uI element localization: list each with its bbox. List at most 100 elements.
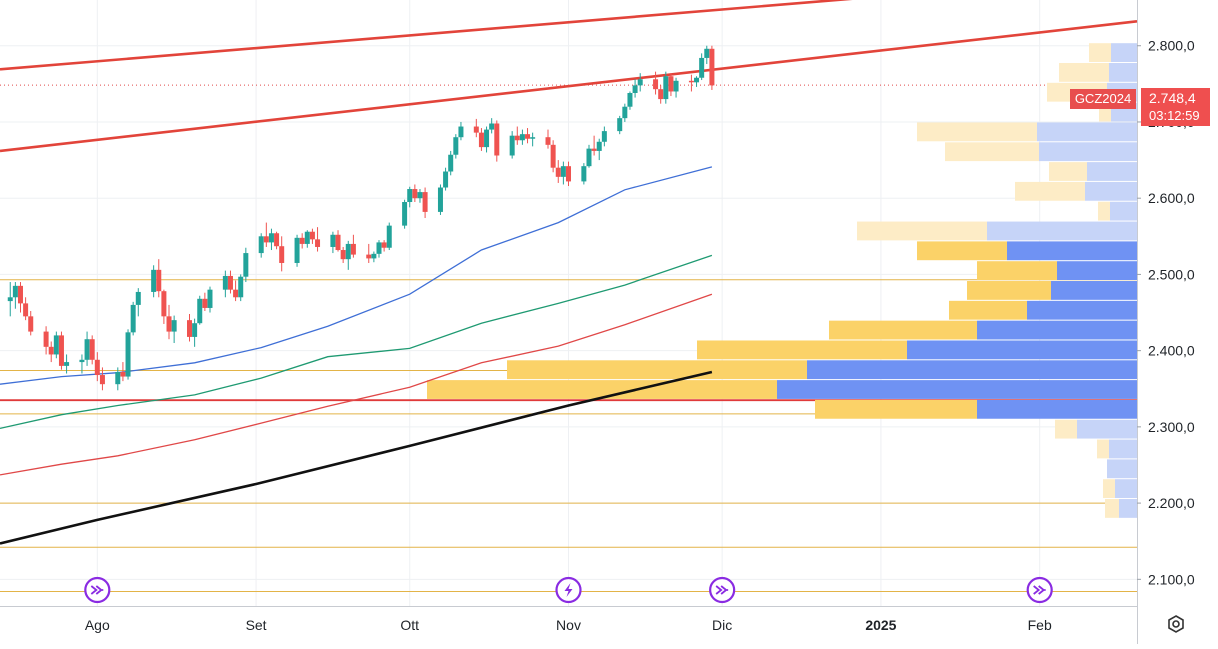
volume-profile-bar-up bbox=[1059, 63, 1109, 82]
volume-profile-bar-down bbox=[977, 399, 1137, 419]
candle-body bbox=[453, 137, 459, 155]
candle-body bbox=[64, 362, 70, 366]
candle-body bbox=[89, 339, 95, 360]
candle-body bbox=[412, 189, 418, 199]
candle-body bbox=[268, 233, 274, 243]
candle-body bbox=[407, 189, 413, 202]
candle-body bbox=[227, 275, 233, 290]
candle-body bbox=[43, 331, 49, 347]
event-markers[interactable] bbox=[84, 576, 1053, 604]
volume-profile-bar-up bbox=[949, 300, 1027, 320]
candle-body bbox=[335, 234, 341, 251]
volume-profile-bar-down bbox=[1077, 419, 1137, 439]
dividend-event-icon[interactable] bbox=[84, 576, 111, 604]
volume-profile-bar-up bbox=[1089, 43, 1111, 63]
arrow-glyph bbox=[90, 585, 104, 595]
settings-gear-icon[interactable] bbox=[1163, 613, 1189, 637]
candle-body bbox=[489, 123, 495, 130]
candle-body bbox=[591, 148, 597, 151]
candle-body bbox=[340, 250, 346, 260]
candle-body bbox=[627, 92, 633, 107]
candle-body bbox=[294, 237, 300, 263]
volume-profile-bar-up bbox=[829, 320, 977, 340]
volume-profile-bar-up bbox=[945, 142, 1039, 162]
candle-body bbox=[530, 137, 536, 139]
volume-profile-bar-down bbox=[1109, 63, 1137, 82]
bar-countdown-label: 03:12:59 bbox=[1149, 108, 1200, 123]
volume-profile-bar-up bbox=[1049, 162, 1087, 181]
candle-body bbox=[381, 242, 387, 248]
candle-body bbox=[555, 167, 561, 177]
y-tick-label: 2.500,0 bbox=[1148, 266, 1195, 282]
candle-body bbox=[233, 289, 239, 298]
candle-body bbox=[197, 298, 203, 324]
candle-body bbox=[243, 253, 249, 277]
candle-body bbox=[48, 346, 54, 355]
volume-profile-bar-down bbox=[1115, 479, 1137, 499]
candle-body bbox=[207, 289, 213, 308]
last-price-label: 2.748,4 bbox=[1149, 90, 1196, 106]
candle-body bbox=[473, 126, 479, 133]
trend-line[interactable] bbox=[0, 20, 1138, 153]
volume-profile-bar-up bbox=[1097, 439, 1109, 459]
candle-body bbox=[7, 297, 13, 302]
candle-body bbox=[601, 131, 607, 142]
candle-body bbox=[187, 320, 192, 337]
candle-body bbox=[386, 225, 392, 248]
candle-body bbox=[478, 132, 484, 148]
volume-profile-bar-up bbox=[427, 380, 777, 399]
candle-body bbox=[202, 298, 208, 308]
dividend-event-icon[interactable] bbox=[709, 576, 736, 604]
candlestick-series bbox=[7, 45, 715, 391]
volume-profile-bar-down bbox=[1039, 142, 1137, 162]
candle-body bbox=[345, 243, 351, 260]
y-tick-label: 2.300,0 bbox=[1148, 419, 1195, 435]
arrow-glyph bbox=[715, 585, 729, 595]
trend-lines[interactable] bbox=[0, 0, 1138, 153]
candle-body bbox=[258, 236, 264, 254]
volume-profile-bar-up bbox=[977, 261, 1057, 281]
candle-body bbox=[151, 269, 157, 292]
moving-averages bbox=[0, 166, 713, 545]
candle-body bbox=[494, 123, 500, 156]
volume-profile-bar-up bbox=[1055, 419, 1077, 439]
lightning-event-icon[interactable] bbox=[555, 576, 582, 604]
candle-body bbox=[166, 316, 172, 332]
candle-body bbox=[653, 79, 659, 90]
candle-body bbox=[509, 135, 515, 156]
trend-line[interactable] bbox=[0, 0, 855, 71]
candle-body bbox=[94, 359, 100, 376]
candle-body bbox=[622, 106, 628, 119]
x-tick-label: Set bbox=[246, 617, 267, 633]
x-tick-label: Ott bbox=[400, 617, 419, 633]
volume-profile bbox=[427, 43, 1137, 518]
dividend-event-icon[interactable] bbox=[1026, 576, 1053, 604]
volume-profile-bar-down bbox=[1037, 122, 1137, 142]
volume-profile-bar-up bbox=[697, 340, 907, 360]
moving-average-line bbox=[0, 254, 713, 430]
candle-body bbox=[84, 339, 90, 360]
volume-profile-bar-down bbox=[1051, 281, 1137, 300]
candle-body bbox=[17, 285, 23, 304]
lightning-glyph bbox=[564, 583, 573, 597]
candle-body bbox=[437, 187, 443, 212]
candle-body bbox=[371, 253, 377, 259]
symbol-tag: GCZ2024 bbox=[1070, 89, 1136, 109]
y-tick-label: 2.200,0 bbox=[1148, 495, 1195, 511]
candle-body bbox=[279, 246, 285, 263]
candle-body bbox=[376, 242, 382, 254]
candle-body bbox=[448, 154, 454, 172]
candle-body bbox=[632, 85, 638, 93]
x-tick-label: 2025 bbox=[865, 617, 896, 633]
candle-body bbox=[484, 129, 490, 148]
y-tick-label: 2.100,0 bbox=[1148, 571, 1195, 587]
arrow-glyph bbox=[1033, 585, 1046, 595]
candle-body bbox=[596, 141, 602, 151]
candle-body bbox=[274, 233, 280, 247]
moving-average-line bbox=[0, 293, 713, 476]
candle-body bbox=[704, 48, 710, 58]
volume-profile-bar-down bbox=[1027, 300, 1137, 320]
volume-profile-bar-down bbox=[977, 320, 1137, 340]
candle-body bbox=[688, 80, 694, 83]
